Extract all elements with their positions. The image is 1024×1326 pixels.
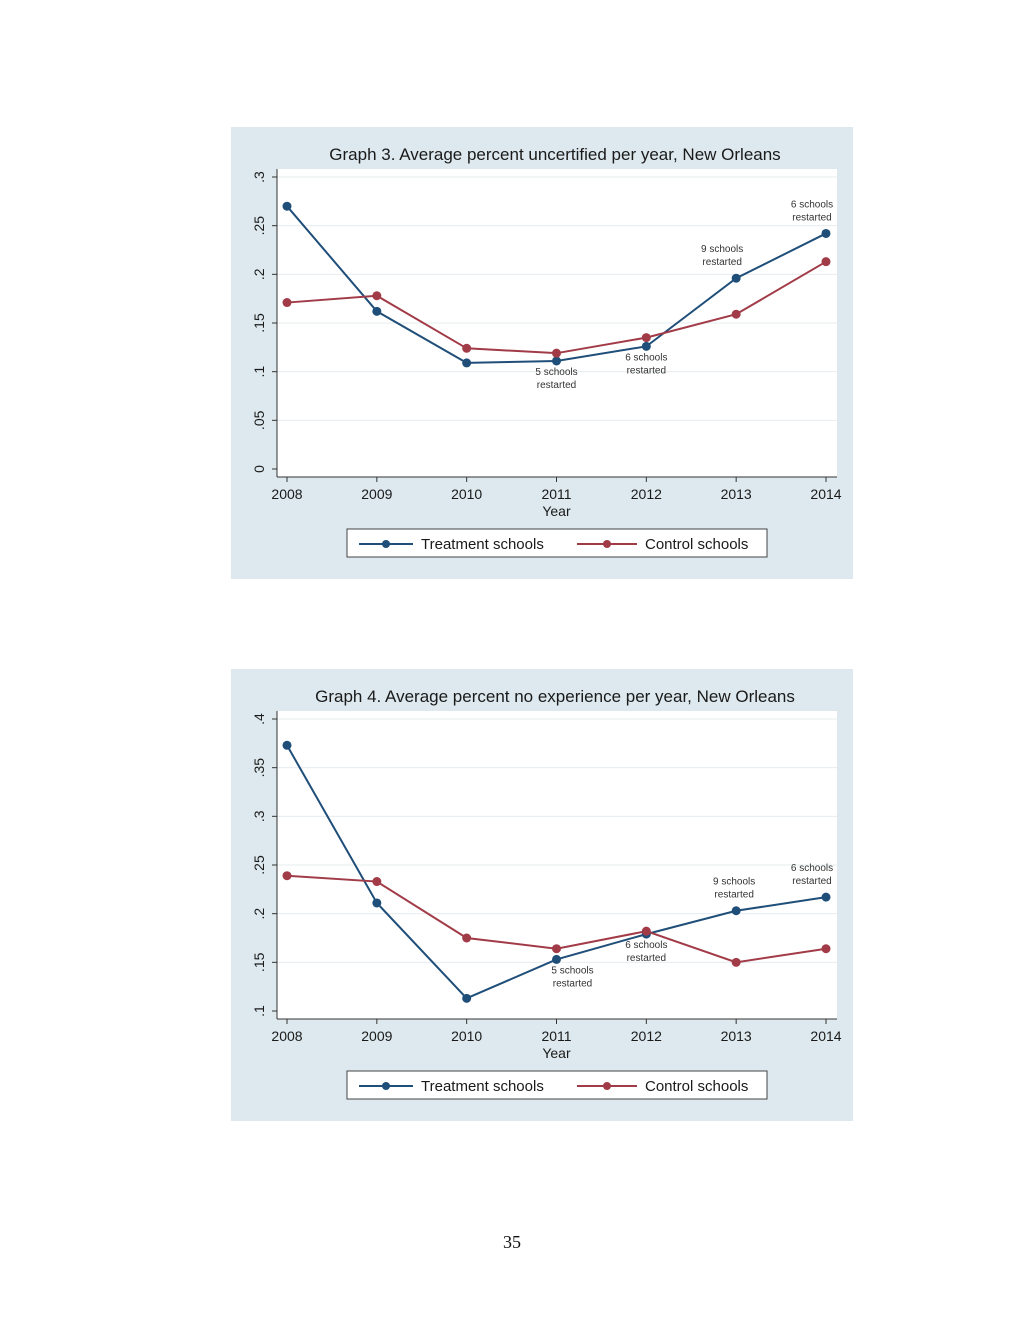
x-tick-label: 2012 xyxy=(631,486,662,502)
y-tick-label: .05 xyxy=(251,410,267,430)
graph-4-no-experience: Graph 4. Average percent no experience p… xyxy=(231,669,853,1121)
annotation-label: 5 schools restarted xyxy=(551,965,593,989)
data-point xyxy=(282,871,292,881)
x-tick-label: 2013 xyxy=(721,1028,752,1044)
data-point xyxy=(731,309,741,319)
legend-label: Control schools xyxy=(645,1078,748,1095)
x-tick-label: 2008 xyxy=(271,486,302,502)
data-point xyxy=(372,877,382,887)
annotation-label: 6 schools restarted xyxy=(625,352,667,376)
data-point xyxy=(552,954,561,964)
legend-marker xyxy=(382,1082,390,1090)
data-point xyxy=(552,944,561,954)
annotation-label: 6 schools restarted xyxy=(791,863,833,887)
data-point xyxy=(462,933,472,943)
x-tick-label: 2009 xyxy=(361,486,392,502)
legend-label: Treatment schools xyxy=(421,536,544,553)
x-tick-label: 2011 xyxy=(541,1028,571,1044)
legend-marker xyxy=(603,540,611,548)
data-point xyxy=(821,892,831,902)
annotation-label: 5 schools restarted xyxy=(535,367,577,391)
data-point xyxy=(731,273,741,283)
x-axis-label: Year xyxy=(542,1045,571,1061)
data-point xyxy=(462,993,472,1003)
annotation-label: 6 schools restarted xyxy=(625,940,667,964)
annotation-label: 9 schools restarted xyxy=(701,244,743,268)
data-point xyxy=(821,228,831,238)
data-point xyxy=(552,348,561,358)
y-tick-label: .35 xyxy=(251,758,267,778)
graph-3-uncertified: Graph 3. Average percent uncertified per… xyxy=(231,127,853,579)
data-point xyxy=(282,201,292,211)
annotation-label: 9 schools restarted xyxy=(713,877,755,901)
y-tick-label: 0 xyxy=(251,465,267,473)
x-tick-label: 2013 xyxy=(721,486,752,502)
legend-marker xyxy=(382,540,390,548)
legend: Treatment schools Control schools xyxy=(346,528,768,558)
data-point xyxy=(372,306,382,316)
page-number: 35 xyxy=(503,1232,521,1252)
data-point xyxy=(462,343,472,353)
legend-box xyxy=(346,528,768,558)
data-point xyxy=(731,906,741,916)
data-point xyxy=(462,358,472,368)
legend-label: Control schools xyxy=(645,536,748,553)
x-tick-label: 2009 xyxy=(361,1028,392,1044)
y-tick-label: .4 xyxy=(251,713,267,725)
x-tick-label: 2010 xyxy=(451,1028,482,1044)
legend-marker xyxy=(603,1082,611,1090)
legend: Treatment schools Control schools xyxy=(346,1070,768,1100)
chart-title: Graph 3. Average percent uncertified per… xyxy=(329,145,780,164)
annotation-label: 6 schools restarted xyxy=(791,199,833,223)
data-point xyxy=(552,356,561,366)
x-tick-label: 2008 xyxy=(271,1028,302,1044)
data-point xyxy=(641,926,651,936)
y-tick-label: .2 xyxy=(251,268,267,280)
data-point xyxy=(282,298,292,308)
x-tick-label: 2011 xyxy=(541,486,571,502)
data-point xyxy=(821,257,831,267)
y-tick-label: .25 xyxy=(251,855,267,875)
x-axis-label: Year xyxy=(542,503,571,519)
y-tick-label: .25 xyxy=(251,216,267,236)
data-point xyxy=(372,291,382,301)
y-tick-label: .1 xyxy=(251,1005,267,1017)
data-point xyxy=(282,740,292,750)
x-tick-label: 2012 xyxy=(631,1028,662,1044)
y-tick-label: .1 xyxy=(251,366,267,378)
x-tick-label: 2010 xyxy=(451,486,482,502)
y-tick-label: .3 xyxy=(251,810,267,822)
data-point xyxy=(731,957,741,967)
y-tick-label: .3 xyxy=(251,171,267,183)
data-point xyxy=(641,341,651,351)
y-tick-label: .15 xyxy=(251,313,267,333)
y-tick-label: .15 xyxy=(251,952,267,972)
x-tick-label: 2014 xyxy=(810,486,841,502)
data-point xyxy=(641,333,651,343)
legend-label: Treatment schools xyxy=(421,1078,544,1095)
data-point xyxy=(821,944,831,954)
legend-box xyxy=(346,1070,768,1100)
x-tick-label: 2014 xyxy=(810,1028,841,1044)
chart-title: Graph 4. Average percent no experience p… xyxy=(315,687,795,706)
y-tick-label: .2 xyxy=(251,908,267,920)
data-point xyxy=(372,898,382,908)
